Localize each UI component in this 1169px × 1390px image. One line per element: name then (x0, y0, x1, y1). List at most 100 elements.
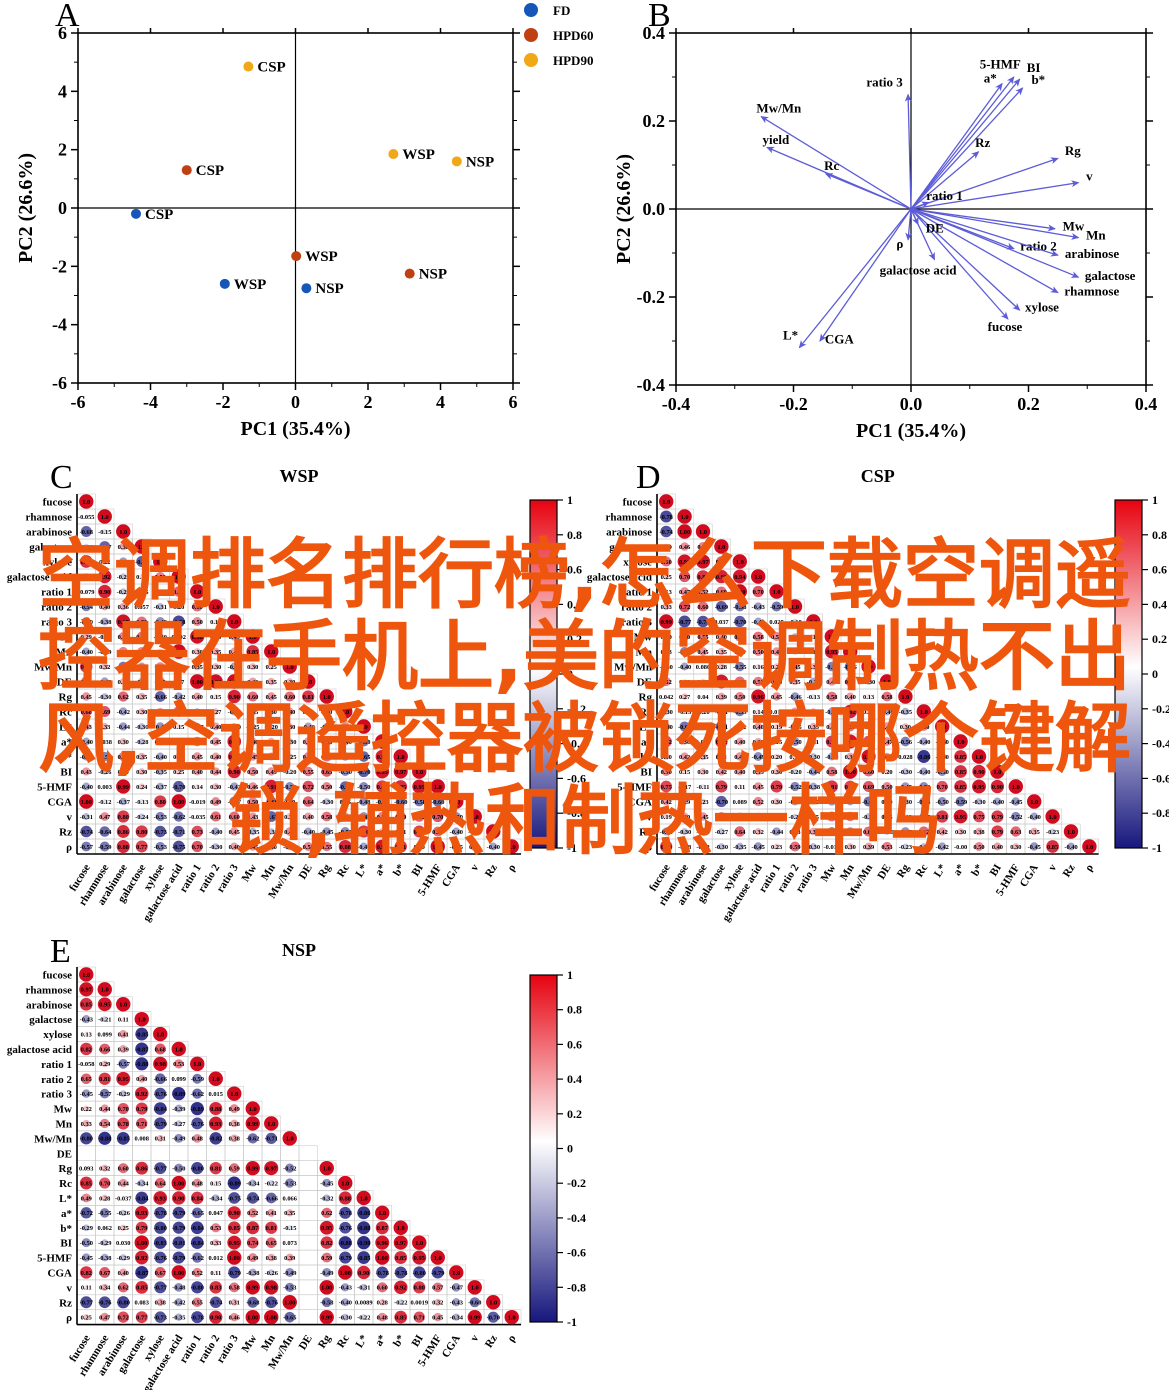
corr-cell: 0.38 (808, 827, 819, 836)
column-label: Rc (913, 862, 930, 879)
corr-cell: 0.85 (135, 1280, 149, 1294)
corr-cell: 0.92 (134, 1250, 149, 1265)
corr-cell: -0.88 (135, 1057, 148, 1071)
corr-cell: -0.60 (357, 736, 370, 747)
corr-value: 0.042 (659, 694, 673, 701)
corr-cell: 0.60 (321, 751, 332, 762)
corr-cell: -0.40 (487, 842, 500, 851)
column-label: Mw (239, 1333, 259, 1355)
corr-value: -0.74 (696, 619, 710, 626)
corr-cell: 1.0 (787, 599, 803, 614)
corr-cell: -0.21 (733, 723, 746, 731)
corr-cell: 1.0 (714, 539, 729, 554)
corr-cell: -0.13 (899, 814, 912, 821)
corr-cell: 1.0 (843, 644, 858, 659)
corr-value: 0.71 (414, 1314, 425, 1321)
corr-value: 0.24 (136, 784, 148, 791)
corr-cell: 0.58 (229, 1282, 240, 1293)
corr-value: 0.30 (210, 784, 221, 791)
corr-value: 0.42 (679, 754, 690, 761)
corr-value: 0.48 (377, 1314, 388, 1321)
corr-value: 0.30 (136, 769, 147, 776)
corr-cell: -0.70 (715, 795, 728, 808)
corr-value: 0.34 (99, 1285, 111, 1292)
corr-value: 0.97 (266, 1165, 278, 1172)
corr-value: 0.35 (266, 679, 277, 686)
corr-cell: 0.45 (210, 737, 221, 746)
corr-value: 0.15 (210, 1180, 221, 1187)
corr-value: 0.40 (284, 709, 295, 716)
corr-cell: 0.71 (136, 1117, 148, 1130)
corr-value: 0.25 (81, 1314, 92, 1321)
corr-value: 0.11 (210, 1270, 221, 1277)
corr-cell: 0.30 (771, 798, 782, 806)
corr-value: -0.035 (189, 814, 206, 821)
corr-value: -0.17 (172, 739, 186, 746)
corr-cell: 1.0 (769, 584, 784, 599)
corr-value: 0.93 (210, 1121, 221, 1128)
corr-value: 0.51 (697, 544, 708, 551)
corr-cell: 0.099 (172, 1076, 186, 1083)
corr-value: 0.95 (118, 1076, 129, 1083)
corr-value: 0.60 (395, 814, 406, 821)
corr-cell: -0.40 (302, 722, 315, 731)
column-label: L* (353, 862, 370, 880)
loading-vector: b* (910, 72, 1045, 210)
corr-value: 0.53 (155, 679, 166, 686)
corr-value: -0.62 (172, 814, 185, 821)
corr-value: -0.40 (752, 619, 765, 626)
corr-value: 0.55 (303, 769, 314, 776)
corr-value: 0.81 (826, 784, 837, 791)
colorbar-tick-label: 0.4 (567, 597, 582, 611)
corr-value: -0.79 (154, 1121, 167, 1128)
corr-value: 0.30 (771, 769, 782, 776)
corr-value: -0.53 (154, 814, 167, 821)
loading-vector: fucose (910, 208, 1023, 334)
corr-cell: 0.57 (136, 631, 148, 642)
corr-value: 0.012 (209, 1255, 223, 1262)
row-label: 5-HMF (37, 1253, 72, 1265)
corr-value: 0.85 (81, 1002, 92, 1009)
corr-cell: -0.60 (678, 721, 691, 732)
corr-cell: 0.32 (753, 827, 764, 836)
corr-cell: 0.50 (973, 842, 985, 851)
corr-value: 0.79 (992, 829, 1003, 836)
corr-value: -0.50 (450, 814, 463, 821)
corr-value: -0.66 (154, 694, 168, 701)
corr-cell: 1.0 (990, 764, 1005, 779)
corr-value: 0.35 (716, 649, 727, 656)
corr-value: -0.22 (265, 1180, 278, 1187)
row-label: arabinose (26, 527, 72, 539)
corr-value: -0.26 (98, 769, 112, 776)
corr-cell: -0.34 (450, 1313, 464, 1321)
corr-cell: -0.43 (752, 602, 765, 611)
corr-value: 0.39 (284, 799, 295, 806)
point-label: NSP (419, 267, 447, 283)
point-label: CSP (145, 207, 173, 223)
corr-value: 0.60 (863, 769, 874, 776)
corr-cell: 0.90 (227, 689, 241, 704)
corr-cell: 0.50 (771, 677, 782, 686)
corr-value: -0.40 (825, 754, 838, 761)
corr-cell: 1.0 (393, 749, 408, 764)
corr-value: 0.11 (734, 784, 745, 791)
corr-cell: -0.80 (80, 1132, 93, 1145)
corr-value: 0.59 (789, 844, 800, 851)
corr-value: 1.00 (845, 769, 856, 776)
corr-value: 0.65 (173, 709, 184, 716)
corr-cell: 1.0 (208, 599, 223, 614)
corr-cell: 0.90 (972, 764, 986, 779)
corr-cell: -0.88 (357, 1221, 370, 1235)
corr-cell: 0.31 (229, 1298, 240, 1307)
corr-value: 0.77 (136, 1314, 148, 1321)
corr-value: 0.35 (1029, 829, 1040, 836)
corr-cell: 0.45 (81, 692, 92, 701)
corr-value: 0.75 (845, 784, 856, 791)
corr-value: -0.42 (172, 694, 185, 701)
corr-value: 0.72 (863, 739, 874, 746)
corr-cell: -0.25 (283, 753, 296, 761)
corr-cell: -0.40 (339, 737, 352, 746)
vector-label: ρ (896, 236, 903, 251)
corr-value: 0.40 (247, 739, 258, 746)
corr-cell: 0.0019 (410, 1300, 428, 1307)
